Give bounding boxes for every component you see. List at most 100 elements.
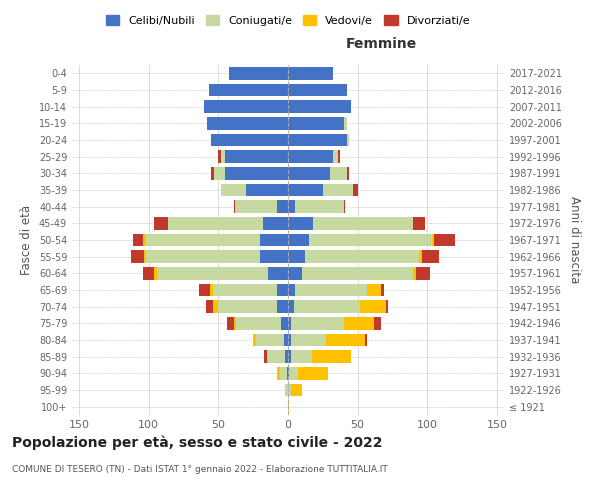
Bar (284, 334, 288, 346)
Bar (157, 267, 268, 280)
Bar (288, 300, 293, 313)
Bar (268, 350, 285, 363)
Bar (291, 350, 311, 363)
Bar (311, 350, 351, 363)
Bar (267, 350, 268, 363)
Bar (295, 200, 344, 213)
Bar (227, 317, 233, 330)
Bar (253, 334, 256, 346)
Bar (207, 117, 288, 130)
Bar (133, 234, 143, 246)
Bar (263, 217, 288, 230)
Bar (225, 167, 288, 179)
Bar (143, 267, 154, 280)
Bar (145, 250, 146, 263)
Bar (419, 250, 422, 263)
Bar (285, 350, 288, 363)
Bar (285, 384, 288, 396)
Bar (326, 334, 365, 346)
Bar (288, 134, 347, 146)
Bar (288, 117, 344, 130)
Bar (209, 84, 288, 96)
Bar (146, 234, 260, 246)
Bar (365, 334, 367, 346)
Bar (344, 117, 347, 130)
Bar (225, 150, 288, 163)
Bar (344, 317, 374, 330)
Bar (305, 250, 419, 263)
Bar (361, 300, 386, 313)
Bar (154, 217, 168, 230)
Bar (154, 267, 157, 280)
Bar (382, 284, 384, 296)
Bar (213, 300, 218, 313)
Bar (431, 234, 434, 246)
Bar (413, 267, 416, 280)
Bar (288, 200, 295, 213)
Bar (246, 184, 288, 196)
Bar (416, 267, 430, 280)
Bar (289, 367, 298, 380)
Bar (288, 100, 351, 113)
Bar (313, 217, 413, 230)
Text: COMUNE DI TESERO (TN) - Dati ISTAT 1° gennaio 2022 - Elaborazione TUTTITALIA.IT: COMUNE DI TESERO (TN) - Dati ISTAT 1° ge… (12, 466, 388, 474)
Text: Popolazione per età, sesso e stato civile - 2022: Popolazione per età, sesso e stato civil… (12, 436, 383, 450)
Bar (422, 250, 439, 263)
Y-axis label: Anni di nascita: Anni di nascita (568, 196, 581, 284)
Bar (344, 200, 345, 213)
Bar (288, 84, 347, 96)
Bar (218, 300, 277, 313)
Bar (260, 250, 288, 263)
Bar (288, 334, 291, 346)
Bar (291, 317, 344, 330)
Bar (291, 384, 302, 396)
Bar (229, 67, 288, 80)
Bar (277, 367, 280, 380)
Bar (330, 167, 347, 179)
Bar (288, 250, 305, 263)
Bar (268, 267, 288, 280)
Bar (288, 400, 289, 413)
Bar (288, 317, 291, 330)
Bar (281, 317, 288, 330)
Bar (338, 150, 340, 163)
Bar (211, 167, 214, 179)
Bar (293, 300, 361, 313)
Bar (413, 217, 425, 230)
Bar (288, 150, 332, 163)
Bar (367, 284, 382, 296)
Bar (287, 367, 288, 380)
Bar (236, 317, 281, 330)
Bar (221, 150, 225, 163)
Bar (288, 384, 291, 396)
Bar (233, 317, 236, 330)
Bar (323, 184, 353, 196)
Bar (332, 150, 338, 163)
Bar (168, 217, 263, 230)
Bar (235, 200, 277, 213)
Bar (434, 234, 455, 246)
Text: Femmine: Femmine (345, 37, 416, 51)
Bar (288, 367, 289, 380)
Bar (256, 334, 284, 346)
Legend: Celibi/Nubili, Coniugati/e, Vedovi/e, Divorziati/e: Celibi/Nubili, Coniugati/e, Vedovi/e, Di… (101, 10, 475, 30)
Bar (288, 234, 309, 246)
Bar (221, 184, 246, 196)
Bar (288, 184, 323, 196)
Bar (288, 284, 295, 296)
Bar (214, 167, 225, 179)
Bar (298, 367, 328, 380)
Bar (277, 300, 288, 313)
Bar (347, 167, 349, 179)
Bar (288, 267, 302, 280)
Bar (210, 284, 213, 296)
Bar (288, 67, 332, 80)
Bar (295, 284, 367, 296)
Bar (205, 100, 288, 113)
Bar (265, 350, 267, 363)
Bar (260, 234, 288, 246)
Bar (143, 234, 146, 246)
Bar (146, 250, 260, 263)
Y-axis label: Fasce di età: Fasce di età (20, 205, 33, 275)
Bar (218, 150, 221, 163)
